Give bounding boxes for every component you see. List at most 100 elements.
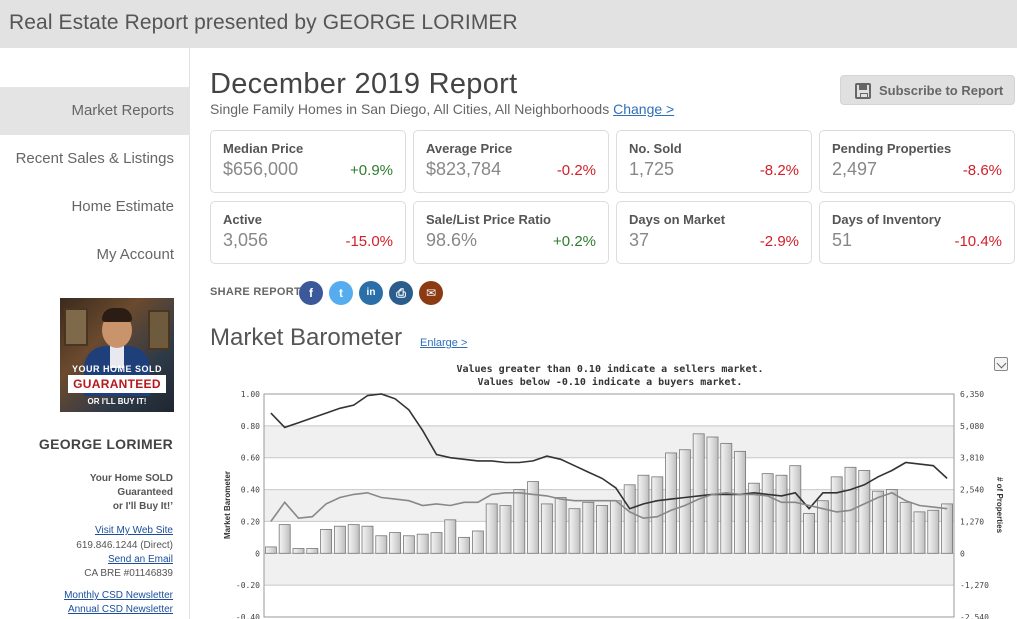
chart-bar — [582, 501, 595, 554]
photo-window-left — [64, 308, 88, 346]
chart-bar — [361, 525, 374, 554]
subscribe-button[interactable]: Subscribe to Report — [840, 75, 1015, 105]
sidebar: Market Reports Recent Sales & Listings H… — [0, 48, 190, 619]
chart-bar — [927, 509, 940, 554]
stat-card-average-price: Average Price $823,784 -0.2% — [413, 130, 609, 193]
chart-bar — [651, 476, 664, 554]
chart-band — [264, 425, 954, 458]
chart-bar — [292, 548, 305, 554]
chart-bar — [885, 489, 898, 554]
chart-bar — [775, 474, 788, 554]
share-report-label: SHARE REPORT — [210, 286, 301, 298]
chart-bar — [347, 524, 360, 554]
chart-bar — [402, 535, 415, 554]
chart-bar — [747, 482, 760, 554]
y2-tick-label: 0 — [960, 549, 965, 558]
stat-value: 51 — [832, 230, 853, 250]
y-tick-label: 0 — [255, 549, 260, 558]
report-subtitle-text: Single Family Homes in San Diego, All Ci… — [210, 101, 610, 117]
site-title: Real Estate Report presented by GEORGE L… — [9, 11, 518, 34]
chart-band — [264, 394, 954, 426]
sidebar-item-recent-sales[interactable]: Recent Sales & Listings — [15, 150, 174, 167]
agent-photo[interactable]: YOUR HOME SOLD GUARANTEED OR I'LL BUY IT… — [60, 298, 174, 412]
export-icon[interactable] — [994, 357, 1008, 371]
chart-bar — [665, 452, 678, 554]
stat-change: -0.2% — [556, 162, 596, 179]
stat-change: +0.9% — [350, 162, 393, 179]
subscribe-label: Subscribe to Report — [879, 83, 1004, 98]
stat-value: 37 — [629, 230, 650, 250]
chart-bar — [568, 508, 581, 554]
agent-tagline-3: or I'll Buy It!’ — [112, 501, 173, 512]
save-disk-icon — [855, 83, 871, 99]
facebook-icon[interactable]: f — [299, 281, 323, 305]
y-tick-label: 1.00 — [241, 390, 260, 399]
chart-bar — [278, 524, 291, 554]
y2-tick-label: 6,350 — [960, 390, 984, 399]
chart-bar — [789, 465, 802, 554]
chart-bar — [913, 511, 926, 554]
y2-tick-label: -1,270 — [960, 581, 989, 590]
stat-card-sale-list-ratio: Sale/List Price Ratio 98.6% +0.2% — [413, 201, 609, 264]
stat-card-pending: Pending Properties 2,497 -8.6% — [819, 130, 1015, 193]
chart-band — [264, 553, 954, 586]
sidebar-item-home-estimate[interactable]: Home Estimate — [71, 198, 174, 215]
y-tick-label: -0.20 — [236, 581, 260, 590]
secondary-line — [270, 491, 948, 522]
y-tick-label: 0.20 — [241, 517, 260, 526]
y-tick-label: 0.80 — [241, 422, 260, 431]
stat-value: $656,000 — [223, 159, 299, 179]
stat-label: No. Sold — [629, 141, 682, 156]
chart-bar — [803, 513, 816, 554]
stat-label: Pending Properties — [832, 141, 952, 156]
print-icon[interactable]: ⎙ — [389, 281, 413, 305]
stat-label: Days on Market — [629, 212, 726, 227]
chart-bar — [458, 536, 471, 554]
chart-bar — [720, 442, 733, 554]
y-tick-label: -0.40 — [236, 613, 260, 619]
chart-bar — [692, 433, 705, 554]
email-link[interactable]: Send an Email — [107, 554, 173, 565]
stat-value: 2,497 — [832, 159, 878, 179]
stat-card-days-of-inventory: Days of Inventory 51 -10.4% — [819, 201, 1015, 264]
chart-bar — [513, 489, 526, 554]
chart-bar — [499, 505, 512, 554]
chart-bar — [734, 450, 747, 554]
enlarge-link[interactable]: Enlarge > — [420, 337, 468, 349]
email-icon[interactable]: ✉ — [419, 281, 443, 305]
report-title: December 2019 Report — [210, 68, 518, 100]
stat-value: 1,725 — [629, 159, 675, 179]
stat-value: $823,784 — [426, 159, 502, 179]
report-subtitle: Single Family Homes in San Diego, All Ci… — [210, 101, 674, 117]
chart-bar — [389, 532, 402, 554]
stat-change: -2.9% — [759, 233, 799, 250]
photo-hair — [102, 308, 132, 322]
stat-label: Average Price — [426, 141, 513, 156]
sidebar-item-my-account[interactable]: My Account — [96, 246, 174, 263]
chart-bar — [306, 548, 319, 554]
chart-bar — [264, 546, 277, 554]
chart-band — [264, 585, 954, 617]
agent-tagline-1: Your Home SOLD — [89, 473, 173, 484]
linkedin-icon[interactable]: in — [359, 281, 383, 305]
stat-label: Median Price — [223, 141, 304, 156]
chart-bar — [941, 503, 954, 554]
y2-tick-label: -2,540 — [960, 613, 989, 619]
agent-name: GEORGE LORIMER — [38, 436, 173, 452]
change-link[interactable]: Change > — [613, 101, 675, 117]
chart-bar — [830, 476, 843, 554]
annual-newsletter-link[interactable]: Annual CSD Newsletter — [67, 604, 173, 615]
monthly-newsletter-link[interactable]: Monthly CSD Newsletter — [64, 590, 173, 601]
chart-bar — [485, 503, 498, 554]
chart-plot-border — [263, 393, 955, 618]
chart-bar — [320, 528, 333, 554]
twitter-icon[interactable]: t — [329, 281, 353, 305]
chart-bar — [554, 497, 567, 554]
sidebar-item-market-reports[interactable]: Market Reports — [0, 87, 190, 135]
stat-card-days-on-market: Days on Market 37 -2.9% — [616, 201, 812, 264]
y-tick-label: 0.60 — [241, 454, 260, 463]
website-link[interactable]: Visit My Web Site — [95, 525, 173, 536]
y-tick-label: 0.40 — [241, 486, 260, 495]
chart-bar — [858, 470, 871, 554]
photo-shirt — [110, 346, 124, 368]
